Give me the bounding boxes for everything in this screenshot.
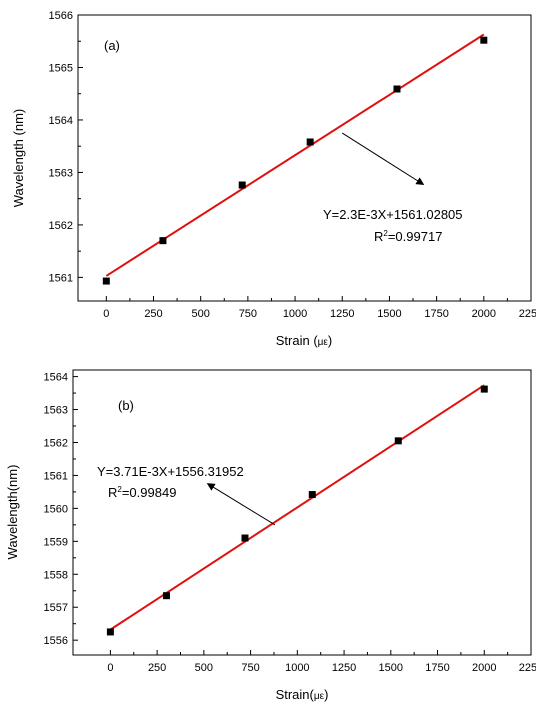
x-axis: 0 250 500 750 1000 1250 1500 1750 2000 2250 (107, 650, 536, 674)
chart-panel-b: 0250500750100012501500175020002250 15561… (5, 369, 536, 702)
x-tick-label: 500 (192, 308, 210, 320)
y-axis-label: Wavelength(nm) (5, 465, 20, 560)
data-point (159, 237, 167, 245)
x-tick-label: 1750 (425, 662, 449, 674)
data-points-layer (106, 385, 488, 636)
x-tick-label: 1000 (283, 308, 307, 320)
y-axis-label: Wavelength (nm) (11, 109, 26, 208)
y-tick-label: 1560 (44, 503, 68, 515)
y-tick-label: 1564 (44, 372, 68, 384)
y-tick-label: 1556 (44, 635, 68, 647)
x-tick-label: 250 (148, 662, 166, 674)
data-point (306, 138, 314, 146)
data-point (106, 628, 114, 636)
chart-panel-a: 0250500750100012501500175020002250 15611… (11, 10, 536, 348)
y-tick-label: 1566 (49, 10, 73, 22)
x-tick-label: 1250 (330, 308, 354, 320)
x-axis-label-unit: με (318, 337, 329, 348)
y-tick-label: 1558 (44, 569, 68, 581)
r-squared-value: =0.99717 (388, 229, 443, 244)
y-tick-label: 1559 (44, 536, 68, 548)
x-tick-label: 250 (144, 308, 162, 320)
y-tick-label: 1564 (49, 115, 73, 127)
annotation-arrow-layer (206, 483, 276, 526)
y-tick-label: 1561 (44, 470, 68, 482)
panel-label: (a) (104, 38, 120, 53)
x-tick-label: 1500 (377, 308, 401, 320)
y-tick-label: 1557 (44, 602, 68, 614)
x-axis: 0 250 500 750 1000 1250 1500 1750 2000 2250 (103, 296, 536, 320)
annotation-arrow (206, 483, 276, 526)
data-point (393, 85, 401, 93)
fit-line-layer (109, 384, 485, 631)
x-tick-label: 1250 (332, 662, 356, 674)
data-point (102, 277, 110, 285)
plot-frame (77, 14, 532, 302)
data-point (480, 36, 488, 44)
x-tick-label: 0 (107, 662, 113, 674)
x-tick-label: 1000 (285, 662, 309, 674)
x-tick-label: 750 (241, 662, 259, 674)
fit-line (105, 33, 485, 277)
r-squared-value: =0.99849 (122, 485, 177, 500)
y-tick-label: 1562 (49, 220, 73, 232)
y-tick-label: 1563 (49, 167, 73, 179)
y-tick-label: 1562 (44, 437, 68, 449)
annotation-arrow (341, 132, 425, 186)
x-tick-label: 0 (103, 308, 109, 320)
y-tick-label: 1565 (49, 62, 73, 74)
fit-line (109, 384, 485, 631)
y-tick-label: 1563 (44, 405, 68, 417)
x-tick-label: 1500 (379, 662, 403, 674)
data-points-layer (102, 36, 488, 285)
data-point (238, 181, 246, 189)
y-axis: 1556 1557 1558 1559 1560 1561 1562 1563 1564 (44, 372, 78, 647)
y-tick-label: 1561 (49, 272, 73, 284)
x-axis-label-text: Strain ( (276, 333, 319, 348)
x-tick-label: 2250 (519, 308, 536, 320)
fit-equation: Y=2.3E-3X+1561.02805 (323, 207, 463, 222)
x-axis-label-close: ) (324, 687, 328, 702)
x-tick-label: 2000 (472, 308, 496, 320)
x-axis-label: Strain(με) (276, 687, 329, 702)
x-axis-label: Strain (με) (276, 333, 332, 348)
data-point (308, 491, 316, 499)
x-axis-label-unit: με (314, 691, 325, 702)
fit-line-layer (105, 33, 485, 277)
r-squared-superscript: 2 (117, 485, 122, 494)
x-tick-label: 2000 (472, 662, 496, 674)
r-squared: R2=0.99717 (374, 229, 442, 244)
y-axis: 1561 1562 1563 1564 1565 1566 (49, 10, 83, 284)
r-squared-symbol: R (108, 485, 117, 500)
r-squared-symbol: R (374, 229, 383, 244)
x-tick-label: 2250 (519, 662, 536, 674)
x-axis-label-text: Strain( (276, 687, 315, 702)
data-point (162, 592, 170, 600)
plot-frame (72, 369, 532, 656)
annotation-arrow-layer (341, 132, 425, 186)
r-squared-superscript: 2 (383, 229, 388, 238)
data-point (241, 534, 249, 542)
data-point (394, 437, 402, 445)
x-tick-label: 500 (195, 662, 213, 674)
r-squared: R2=0.99849 (108, 485, 176, 500)
fit-equation: Y=3.71E-3X+1556.31952 (97, 464, 244, 479)
data-point (480, 385, 488, 393)
x-tick-label: 750 (239, 308, 257, 320)
panel-label: (b) (118, 398, 134, 413)
x-tick-label: 1750 (424, 308, 448, 320)
x-axis-label-close: ) (328, 333, 332, 348)
